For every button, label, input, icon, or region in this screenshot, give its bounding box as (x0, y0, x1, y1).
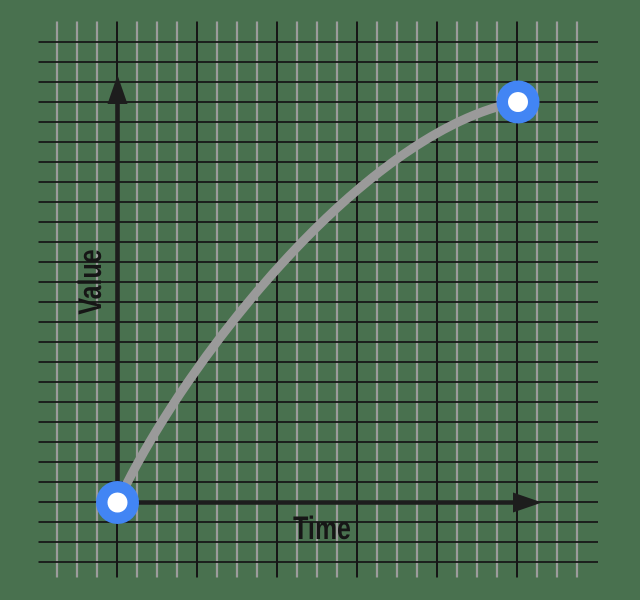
curve-handles (96, 80, 540, 524)
start-handle[interactable] (96, 481, 139, 524)
end-handle[interactable] (496, 80, 540, 124)
grid (38, 21, 598, 578)
easing-curve (113, 97, 523, 507)
x-axis-label: Time (293, 511, 351, 547)
y-axis-label: Value (73, 249, 109, 314)
axes (107, 75, 542, 513)
handle-core-dot (107, 492, 128, 513)
x-axis-arrowhead-icon (513, 492, 542, 513)
y-axis-arrowhead-icon (107, 75, 128, 104)
handle-core-dot (508, 92, 528, 112)
